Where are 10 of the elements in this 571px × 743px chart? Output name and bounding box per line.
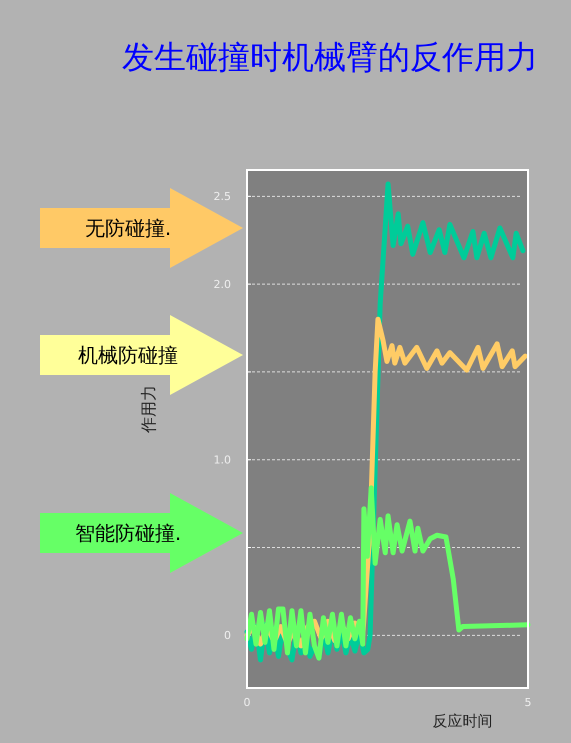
text: 2.0 — [214, 278, 231, 291]
y-axis-title: 作用力 — [139, 385, 158, 434]
text: 机械防碰撞 — [78, 343, 178, 367]
text: 智能防碰撞. — [74, 521, 182, 545]
y-tick-label: 2.5 — [214, 190, 231, 204]
x-tick-label: 5 — [524, 696, 532, 709]
x-axis-title: 反应时间 — [432, 712, 492, 730]
chart-title: 发生碰撞时机械臂的反作用力 — [122, 38, 538, 76]
text: 无防碰撞. — [84, 216, 172, 240]
text: 1.0 — [214, 454, 231, 467]
